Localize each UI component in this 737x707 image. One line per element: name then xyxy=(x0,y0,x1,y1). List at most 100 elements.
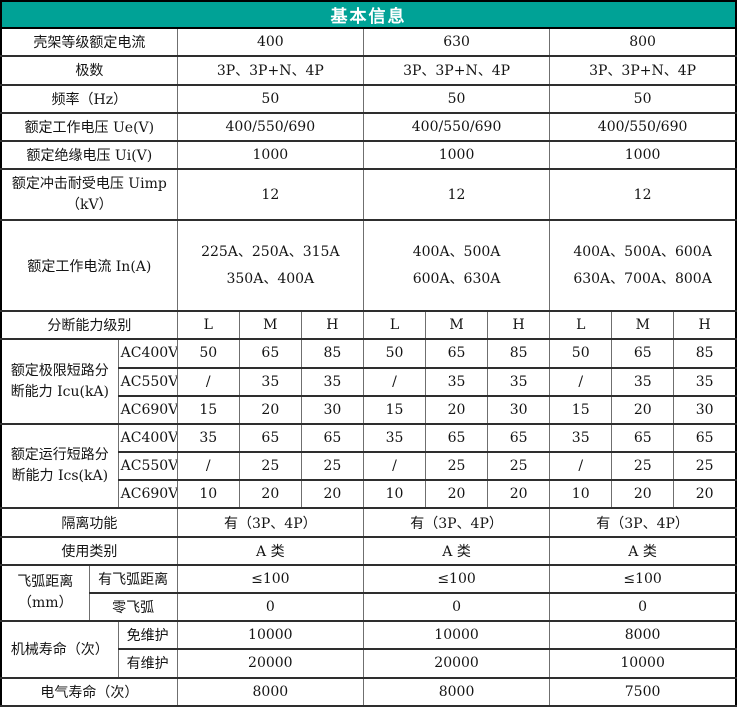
cell-value: 65 xyxy=(487,422,551,454)
cell-value: H xyxy=(487,310,551,341)
row-sub-label: 零飞弧 xyxy=(88,591,178,623)
cell-value: 20 xyxy=(300,479,364,510)
cell-value: 8000 xyxy=(362,676,551,707)
cell-value: 225A、250A、315A 350A、400A xyxy=(176,219,364,313)
cell-value: 15 xyxy=(176,394,240,425)
cell-value: 20 xyxy=(487,479,551,510)
cell-value: 10 xyxy=(362,479,427,510)
cell-value: 85 xyxy=(673,338,737,369)
cell-value: 有（3P、4P） xyxy=(176,507,364,538)
cell-value: 65 xyxy=(611,338,675,369)
cell-value: L xyxy=(549,310,613,341)
cell-value: 0 xyxy=(362,591,551,623)
cell-value: 400A、500A 600A、630A xyxy=(362,219,551,313)
row-label-line1: 额定冲击耐受电压 Uimp xyxy=(11,175,167,192)
cell-value: / xyxy=(549,366,613,397)
cell-value: 1000 xyxy=(176,139,364,171)
cell-value: 50 xyxy=(362,338,427,369)
row-label: 壳架等级额定电流 xyxy=(0,27,178,58)
cell-value: / xyxy=(176,451,240,482)
cell-value: 65 xyxy=(425,338,489,369)
cell-value-line2: 600A、630A xyxy=(412,270,501,287)
cell-value: 50 xyxy=(362,83,551,114)
cell-value: 35 xyxy=(300,366,364,397)
cell-value: M xyxy=(611,310,675,341)
table-row: 隔离功能 有（3P、4P） 有（3P、4P） 有（3P、4P） xyxy=(0,507,737,538)
cell-value: 65 xyxy=(611,422,675,454)
cell-value: 15 xyxy=(362,394,427,425)
table-row: 使用类别 A 类 A 类 A 类 xyxy=(0,535,737,566)
cell-value: L xyxy=(176,310,240,341)
cell-value: 0 xyxy=(549,591,737,623)
cell-value: 20 xyxy=(611,394,675,425)
cell-value: / xyxy=(549,451,613,482)
cell-value: H xyxy=(673,310,737,341)
cell-value: 有（3P、4P） xyxy=(549,507,737,538)
cell-value: 30 xyxy=(300,394,364,425)
row-group-label: 机械寿命（次） xyxy=(0,620,119,679)
cell-value: 400/550/690 xyxy=(362,111,551,142)
row-label: 电气寿命（次） xyxy=(0,676,178,707)
table-row: 电气寿命（次） 8000 8000 7500 xyxy=(0,676,737,707)
cell-value: 3P、3P+N、4P xyxy=(176,55,364,86)
cell-value: 25 xyxy=(238,451,302,482)
table-row: 极数 3P、3P+N、4P 3P、3P+N、4P 3P、3P+N、4P xyxy=(0,55,737,86)
cell-value: 10000 xyxy=(549,648,737,679)
cell-value: H xyxy=(300,310,364,341)
row-label: 极数 xyxy=(0,55,178,86)
cell-value-line1: 400A、500A xyxy=(412,243,501,260)
table-row: 频率（Hz） 50 50 50 xyxy=(0,83,737,114)
row-label: 隔离功能 xyxy=(0,507,178,538)
row-sub-label: AC550V xyxy=(117,451,178,482)
table-row: 有维护 20000 20000 10000 xyxy=(1,648,737,679)
cell-value: 50 xyxy=(176,338,240,369)
cell-value: 65 xyxy=(425,422,489,454)
cell-value: A 类 xyxy=(549,535,737,566)
cell-value: 30 xyxy=(673,394,737,425)
cell-value: 65 xyxy=(238,422,302,454)
cell-value: 20 xyxy=(673,479,737,510)
cell-value: 35 xyxy=(362,422,427,454)
table-row: AC690V 10 20 20 10 20 20 10 20 20 xyxy=(1,479,737,510)
cell-value: 25 xyxy=(300,451,364,482)
cell-value: M xyxy=(425,310,489,341)
row-label-line2: （kV） xyxy=(66,196,113,213)
cell-value: / xyxy=(362,366,427,397)
cell-value: 15 xyxy=(549,394,613,425)
cell-value: ≤100 xyxy=(176,563,364,595)
cell-value: 有（3P、4P） xyxy=(362,507,551,538)
table-row: 额定冲击耐受电压 Uimp （kV） 12 12 12 xyxy=(0,168,737,222)
cell-value: ≤100 xyxy=(362,563,551,595)
cell-value: 65 xyxy=(238,338,302,369)
table-row: AC550V / 35 35 / 35 35 / 35 35 xyxy=(1,366,737,397)
cell-value: 7500 xyxy=(549,676,737,707)
cell-value: / xyxy=(176,366,240,397)
cell-value: 800 xyxy=(549,27,737,58)
cell-value: 85 xyxy=(300,338,364,369)
cell-value: 20 xyxy=(611,479,675,510)
cell-value: 25 xyxy=(611,451,675,482)
row-group-label: 额定运行短路分 断能力 Ics(kA) xyxy=(0,422,119,510)
row-group-label: 飞弧距离 （mm） xyxy=(0,563,90,623)
cell-value: ≤100 xyxy=(549,563,737,595)
table-row: AC690V 15 20 30 15 20 30 15 20 30 xyxy=(1,394,737,425)
cell-value: M xyxy=(238,310,302,341)
cell-value: 20 xyxy=(425,394,489,425)
row-sub-label: AC400V xyxy=(117,338,178,369)
table-row: 零飞弧 0 0 0 xyxy=(1,591,737,623)
table-row: 额定工作电压 Ue(V) 400/550/690 400/550/690 400… xyxy=(0,111,737,142)
table-row: 额定运行短路分 断能力 Ics(kA) AC400V 35 65 65 35 6… xyxy=(0,422,737,510)
cell-value-line1: 225A、250A、315A xyxy=(201,243,340,260)
cell-value: 10000 xyxy=(362,620,551,651)
cell-value: 1000 xyxy=(549,139,737,171)
table-row: 机械寿命（次） 免维护 10000 10000 8000 xyxy=(0,620,737,679)
cell-value: 65 xyxy=(673,422,737,454)
cell-value: 10 xyxy=(176,479,240,510)
cell-value: 50 xyxy=(176,83,364,114)
cell-value: 35 xyxy=(611,366,675,397)
row-label: 额定绝缘电压 Ui(V) xyxy=(0,139,178,171)
row-group-label-line2: 断能力 Icu(kA) xyxy=(10,383,109,400)
table-row: 额定极限短路分 断能力 Icu(kA) AC400V 50 65 85 50 6… xyxy=(0,338,737,425)
cell-value: 3P、3P+N、4P xyxy=(362,55,551,86)
cell-value: 35 xyxy=(673,366,737,397)
